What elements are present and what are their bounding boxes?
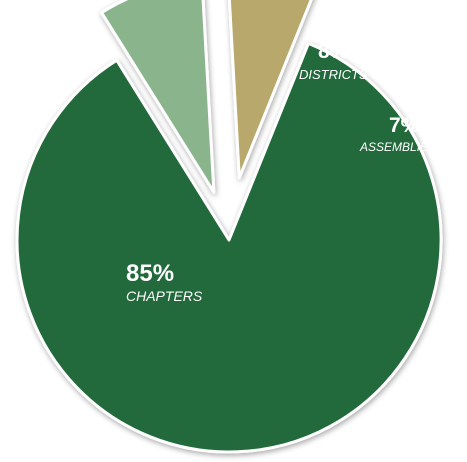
pie-slices — [15, 0, 443, 454]
slice-label-districts: DISTRICTS — [299, 67, 368, 82]
slice-value-districts: 8% — [318, 40, 349, 63]
pie-labels: 85% CHAPTERS 8% DISTRICTS 7% ASSEMBLIES — [126, 40, 436, 304]
slice-label-chapters: CHAPTERS — [126, 288, 203, 304]
slice-label-assemblies: ASSEMBLIES — [359, 140, 436, 154]
slice-value-assemblies: 7% — [389, 114, 420, 137]
pie-slice-districts — [100, 0, 216, 194]
slice-value-chapters: 85% — [126, 260, 174, 287]
pie-slice-chapters — [15, 41, 443, 454]
pie-slice-assemblies — [227, 0, 313, 180]
